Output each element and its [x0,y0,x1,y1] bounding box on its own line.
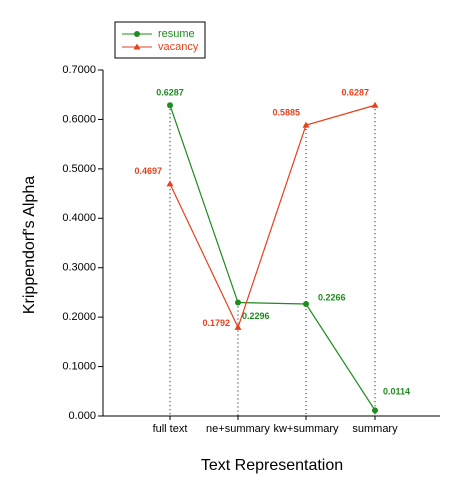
legend-label: vacancy [158,41,199,53]
point [302,121,310,128]
y-axis-title: Krippendorf's Alpha [21,176,38,314]
x-tick-label: summary [352,423,398,435]
y-tick-label: 0.1000 [62,360,96,372]
y-tick-label: 0.2000 [62,311,96,323]
data-label: 0.2266 [318,292,346,302]
point [166,180,174,187]
data-label: 0.6287 [341,88,369,98]
y-tick-label: 0.000 [68,410,96,422]
point [235,299,241,306]
x-axis-title: Text Representation [201,457,343,474]
y-tick-label: 0.3000 [62,262,96,274]
y-tick-label: 0.4000 [62,212,96,224]
series-line [169,104,376,330]
data-label: 0.2296 [242,311,270,321]
x-tick-label: ne+summary [206,423,270,435]
point [303,300,309,307]
point [134,31,140,37]
x-tick-label: full text [153,423,188,435]
point [371,101,379,108]
y-tick-label: 0.6000 [62,113,96,125]
data-label: 0.5885 [272,107,300,117]
y-tick-label: 0.7000 [62,64,96,76]
x-tick-label: kw+summary [273,423,339,435]
data-label: 0.4697 [134,166,162,176]
point [167,102,173,109]
data-label: 0.0114 [383,387,410,397]
series-line [169,105,376,411]
data-label: 0.6287 [156,88,184,98]
point [372,407,378,414]
y-tick-label: 0.5000 [62,163,96,175]
legend-box [114,21,206,59]
data-label: 0.1792 [202,318,230,328]
point [234,323,242,330]
legend-label: resume [158,28,195,40]
point [133,43,141,50]
